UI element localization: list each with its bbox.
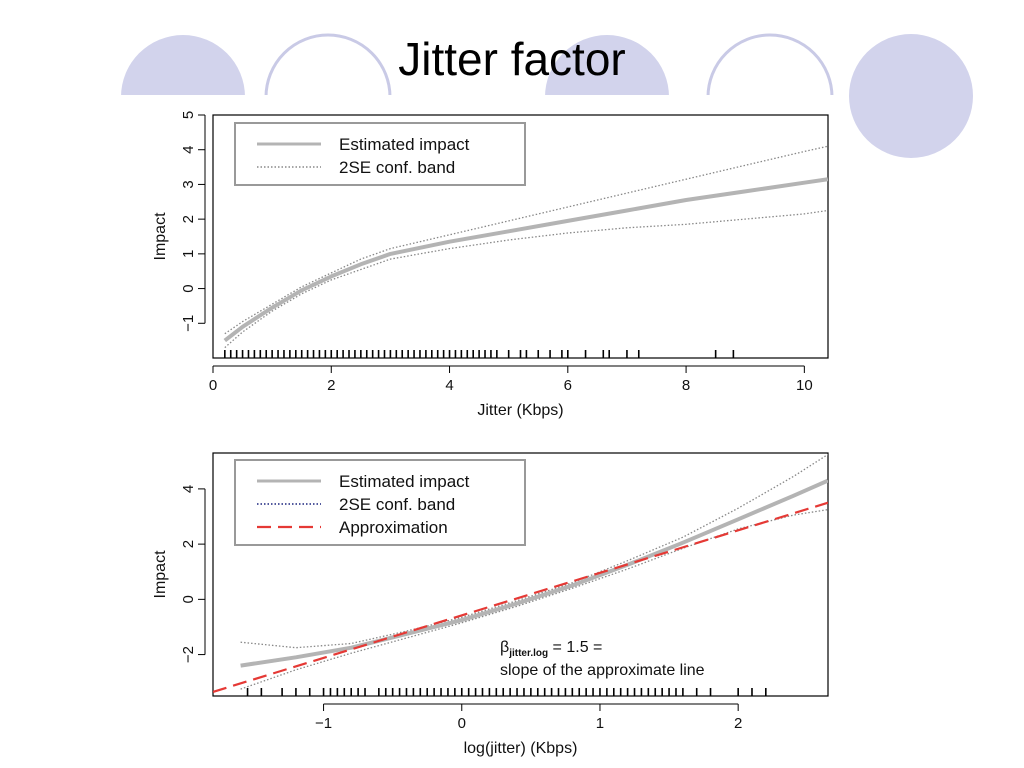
series-2se-conf-band bbox=[224, 145, 828, 335]
y-tick-label: −1 bbox=[180, 315, 197, 332]
annotation-beta: βjitter.log = 1.5 = bbox=[500, 639, 602, 659]
y-tick-label: 0 bbox=[180, 284, 197, 292]
series-approximation bbox=[213, 501, 828, 693]
y-axis-label: Impact bbox=[152, 550, 169, 599]
x-tick-label: −1 bbox=[315, 715, 332, 732]
series-estimated-impact bbox=[240, 478, 828, 668]
x-tick-label: 2 bbox=[327, 377, 335, 394]
annotation-slope-text: slope of the approximate line bbox=[500, 662, 705, 679]
y-tick-label: 5 bbox=[180, 111, 197, 119]
x-tick-label: 0 bbox=[458, 715, 466, 732]
x-tick-label: 4 bbox=[445, 377, 453, 394]
decor-filled-circle bbox=[849, 34, 973, 158]
x-tick-label: 8 bbox=[682, 377, 690, 394]
y-tick-label: 1 bbox=[180, 250, 197, 258]
y-tick-label: 0 bbox=[180, 595, 197, 603]
x-tick-label: 0 bbox=[209, 377, 217, 394]
y-tick-label: 3 bbox=[180, 180, 197, 188]
legend-label: Estimated impact bbox=[339, 472, 470, 491]
plot-frame bbox=[212, 452, 829, 697]
y-axis-label: Impact bbox=[152, 212, 169, 261]
legend-label: Estimated impact bbox=[339, 135, 470, 154]
legend-box bbox=[234, 459, 526, 546]
series-2se-conf-band bbox=[240, 453, 828, 649]
x-tick-label: 2 bbox=[734, 715, 742, 732]
x-tick-label: 1 bbox=[596, 715, 604, 732]
chart-log-jitter: −2 0 2 4 Impact −1 0 1 2 log(jitter) (Kbps) Estima… bbox=[152, 452, 829, 757]
legend-box bbox=[234, 122, 526, 186]
series-estimated-impact bbox=[223, 177, 828, 343]
y-tick-label: 4 bbox=[180, 146, 197, 154]
series-2se-conf-band bbox=[224, 209, 828, 349]
legend-label: 2SE conf. band bbox=[339, 495, 455, 514]
y-tick-label: 4 bbox=[180, 485, 197, 493]
x-axis-label: log(jitter) (Kbps) bbox=[464, 740, 578, 757]
x-tick-label: 10 bbox=[796, 377, 813, 394]
slide-title: Jitter factor bbox=[398, 33, 626, 85]
y-tick-label: −2 bbox=[180, 646, 197, 663]
legend-label: Approximation bbox=[339, 518, 448, 537]
legend-label: 2SE conf. band bbox=[339, 158, 455, 177]
x-axis-label: Jitter (Kbps) bbox=[477, 402, 563, 419]
y-tick-label: 2 bbox=[180, 215, 197, 223]
x-tick-label: 6 bbox=[564, 377, 572, 394]
y-tick-label: 2 bbox=[180, 540, 197, 548]
chart-jitter: −1 0 1 2 3 4 5 Impact 0 2 4 6 8 10 Jitter (Kbps) Estima… bbox=[152, 111, 829, 419]
